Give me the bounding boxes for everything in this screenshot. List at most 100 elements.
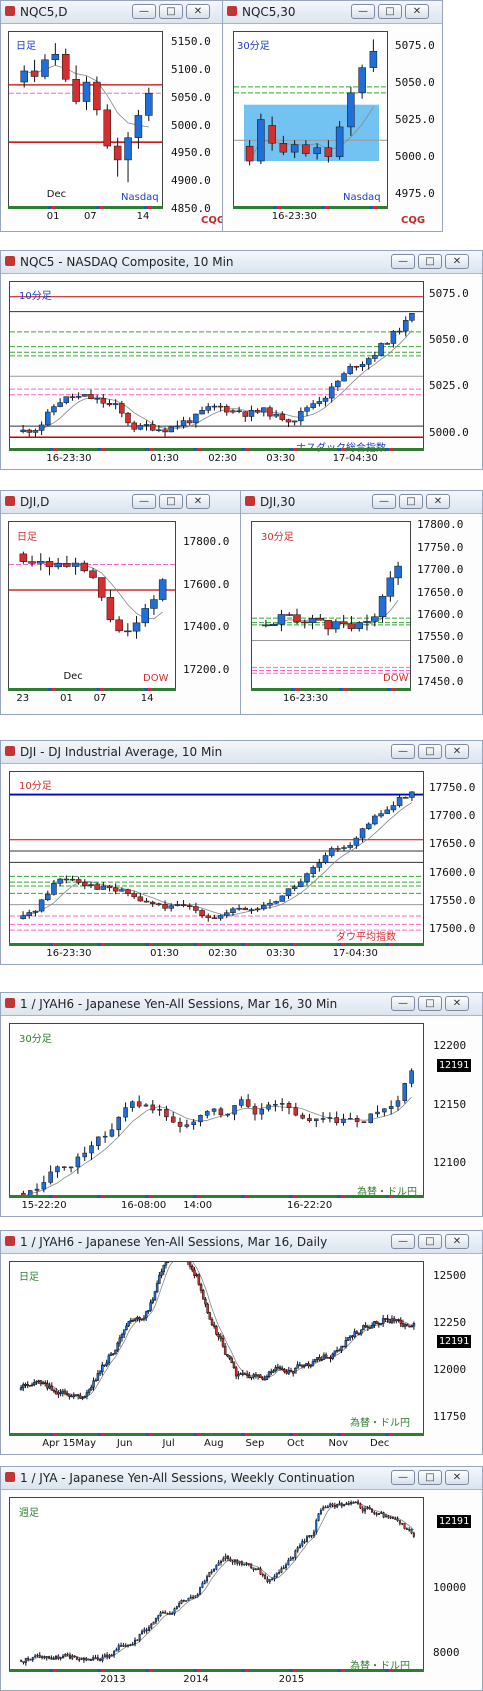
- candle: [365, 823, 372, 829]
- candle: [329, 1503, 332, 1508]
- maximize-button[interactable]: □: [418, 996, 442, 1011]
- candle: [324, 619, 332, 630]
- candle: [279, 413, 286, 420]
- candle: [263, 1378, 266, 1381]
- x-tick-label: 16-23:30: [46, 948, 92, 959]
- candle: [308, 1535, 311, 1537]
- close-button[interactable]: ✕: [426, 494, 450, 509]
- candle: [96, 1373, 100, 1381]
- minimize-button[interactable]: —: [391, 996, 415, 1011]
- x-tick-label: 01: [46, 211, 60, 222]
- candle: [359, 1503, 362, 1509]
- candle: [50, 1385, 54, 1391]
- candle: [97, 577, 106, 598]
- close-button[interactable]: ✕: [405, 4, 429, 19]
- close-button[interactable]: ✕: [445, 996, 469, 1011]
- candle: [302, 1365, 306, 1367]
- minimize-button[interactable]: —: [391, 1470, 415, 1485]
- candle: [191, 1121, 196, 1125]
- candle: [272, 1370, 275, 1373]
- minimize-button[interactable]: —: [391, 254, 415, 269]
- candle: [402, 320, 409, 332]
- chart-plot-area[interactable]: [233, 31, 388, 209]
- candle: [298, 1364, 302, 1366]
- chart-svg: [20, 1499, 415, 1666]
- candle: [233, 1560, 236, 1563]
- close-button[interactable]: ✕: [445, 1470, 469, 1485]
- chart-plot-area[interactable]: [9, 771, 424, 946]
- minimize-button[interactable]: —: [132, 4, 156, 19]
- minimize-button[interactable]: —: [391, 744, 415, 759]
- minimize-button[interactable]: —: [372, 494, 396, 509]
- y-tick-label: 5000.0: [171, 118, 211, 132]
- close-button[interactable]: ✕: [445, 744, 469, 759]
- panel-titlebar[interactable]: 1 / JYAH6 - Japanese Yen-All Sessions, M…: [1, 993, 482, 1016]
- close-button[interactable]: ✕: [445, 1234, 469, 1249]
- panel-titlebar[interactable]: 1 / JYAH6 - Japanese Yen-All Sessions, M…: [1, 1231, 482, 1254]
- candle: [34, 1188, 40, 1191]
- chart-plot-area[interactable]: [9, 1023, 424, 1198]
- y-tick-label: 17450.0: [417, 675, 464, 689]
- panel-title: DJI,30: [260, 495, 296, 509]
- minimize-button[interactable]: —: [351, 4, 375, 19]
- candle: [160, 1271, 163, 1276]
- panel-titlebar[interactable]: NQC5,30 — □ ✕: [223, 1, 442, 24]
- maximize-button[interactable]: □: [418, 744, 442, 759]
- candle: [27, 1657, 30, 1660]
- candle: [378, 343, 384, 356]
- candle: [340, 1345, 343, 1351]
- candle: [349, 1335, 352, 1338]
- app-icon: [5, 998, 15, 1008]
- minimize-button[interactable]: —: [391, 1234, 415, 1249]
- highlight-band: [244, 104, 379, 162]
- chart-plot-area[interactable]: [8, 521, 176, 691]
- candle: [387, 1515, 390, 1518]
- panel-titlebar[interactable]: NQC5 - NASDAQ Composite, 10 Min — □ ✕: [1, 251, 482, 274]
- candle: [30, 1384, 34, 1387]
- candle: [308, 618, 317, 623]
- close-button[interactable]: ✕: [186, 494, 210, 509]
- candle: [375, 1111, 380, 1115]
- y-tick-label: 5075.0: [429, 286, 469, 300]
- panel-nqc5-daily: NQC5,D — □ ✕ 日足 Nasdaq CQG 5150.0 5100.0 5…: [0, 0, 243, 232]
- chart-plot-area[interactable]: [9, 1261, 424, 1436]
- panel-titlebar[interactable]: DJI,30 — □ ✕: [241, 491, 482, 514]
- maximize-button[interactable]: □: [418, 254, 442, 269]
- close-button[interactable]: ✕: [186, 4, 210, 19]
- chart-plot-area[interactable]: [9, 1497, 424, 1672]
- panel-title: DJI - DJ Industrial Average, 10 Min: [20, 745, 223, 759]
- candle: [205, 915, 211, 918]
- moving-average-line: [21, 1502, 415, 1663]
- chart-plot-area[interactable]: [251, 521, 411, 691]
- chart-plot-area[interactable]: [8, 31, 163, 209]
- maximize-button[interactable]: □: [378, 4, 402, 19]
- candle: [142, 1317, 146, 1320]
- panel-jpy-weekly: 1 / JYA - Japanese Yen-All Sessions, Wee…: [0, 1466, 483, 1691]
- close-button[interactable]: ✕: [445, 254, 469, 269]
- maximize-button[interactable]: □: [159, 4, 183, 19]
- candle: [213, 1569, 216, 1572]
- candle: [203, 1580, 206, 1584]
- maximize-button[interactable]: □: [418, 1234, 442, 1249]
- candle: [191, 1266, 194, 1271]
- minimize-button[interactable]: —: [132, 494, 156, 509]
- candle: [140, 1631, 143, 1635]
- candle: [82, 81, 91, 102]
- candle: [364, 1325, 367, 1327]
- candle: [273, 901, 279, 904]
- maximize-button[interactable]: □: [159, 494, 183, 509]
- panel-titlebar[interactable]: NQC5,D — □ ✕: [1, 1, 242, 24]
- candle: [371, 616, 379, 622]
- candle: [82, 1658, 85, 1661]
- candle: [290, 144, 299, 153]
- panel-titlebar[interactable]: DJI,D — □ ✕: [1, 491, 242, 514]
- chart-plot-area[interactable]: [9, 281, 424, 451]
- panel-titlebar[interactable]: 1 / JYA - Japanese Yen-All Sessions, Wee…: [1, 1467, 482, 1490]
- candle: [119, 403, 125, 414]
- maximize-button[interactable]: □: [418, 1470, 442, 1485]
- candle: [201, 1290, 205, 1300]
- candle: [45, 561, 54, 568]
- panel-titlebar[interactable]: DJI - DJ Industrial Average, 10 Min — □ …: [1, 741, 482, 764]
- maximize-button[interactable]: □: [399, 494, 423, 509]
- candle: [401, 1323, 405, 1327]
